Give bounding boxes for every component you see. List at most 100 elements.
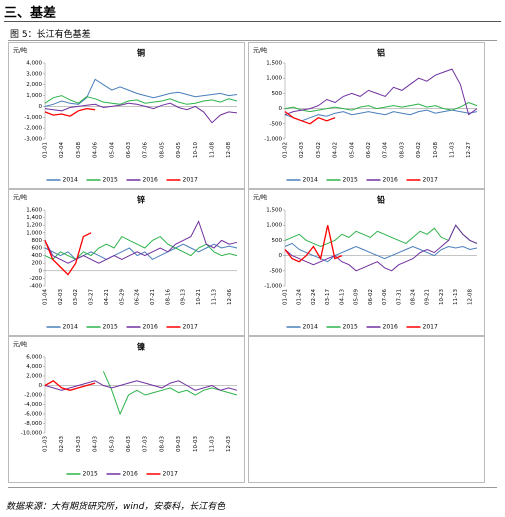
series-line [284,109,478,122]
y-axis-label: 元/吨 [13,194,27,202]
legend-label: 2016 [143,324,158,331]
x-tick-label: 03-08 [76,142,82,158]
x-tick-label: 07-03 [143,436,149,452]
y-axis-label: 元/吨 [253,47,267,55]
chart-panel: 镍 元/吨 -10,000 -8,000 -6,000 -4,000 -2,000 0 2,00… [8,336,245,483]
chart-title: 镍 [137,342,145,352]
x-tick-label: 09-02 [416,142,422,158]
y-tick-label: 500 [272,91,283,97]
x-tick-label: 07-04 [383,142,389,158]
legend-label: 2016 [383,324,398,331]
legend-label: 2014 [303,177,318,184]
x-tick-label: 12-08 [226,142,232,158]
x-tick-label: 09-13 [181,289,187,305]
x-tick-label: 07-31 [396,289,402,305]
x-tick-label: 01-03 [43,436,49,452]
legend-label: 2014 [63,324,78,331]
x-tick-label: 10-10 [193,142,199,158]
legend-label: 2016 [383,177,398,184]
figure-caption: 图 5：长江有色基差 [10,30,91,40]
chart-panel: 铅 元/吨 -1,000 -500 0 500 1,000 1,500 01-01 01-24 02… [248,189,485,336]
x-tick-label: 02-03 [58,289,64,305]
chart-title: 铅 [376,195,385,205]
series-line [44,235,238,261]
x-tick-label: 01-02 [283,142,289,158]
y-tick-label: 2,000 [26,374,42,380]
y-tick-label: 0 [39,104,43,110]
y-tick-label: 4,000 [26,61,42,67]
y-tick-label: -4,000 [24,402,42,408]
x-tick-label: 01-01 [283,289,289,305]
x-tick-label: 07-21 [150,289,156,305]
x-tick-label: 08-24 [411,289,417,305]
y-tick-label: -6,000 [24,412,42,418]
y-tick-label: -3,000 [24,137,42,143]
y-tick-label: 800 [32,238,43,244]
y-tick-label: 1,500 [266,208,282,214]
x-tick-label: 05-04 [349,142,355,158]
y-tick-label: 2,000 [26,82,42,88]
x-tick-label: 08-03 [159,436,165,452]
y-tick-label: 600 [32,246,43,252]
series-line [44,232,92,276]
x-tick-label: 08-03 [399,142,405,158]
x-tick-label: 05-29 [119,289,125,305]
legend-label: 2014 [63,177,78,184]
x-tick-label: 06-03 [126,142,132,158]
x-tick-label: 02-04 [59,142,65,158]
y-tick-label: -10,000 [21,431,43,437]
x-tick-label: 04-02 [333,142,339,158]
series-line [284,242,478,263]
source-note: 数据来源：大有期货研究所，wind，安泰科，长江有色 [6,502,226,512]
section-title: 三、基差 [4,6,57,21]
y-tick-label: 0 [39,268,43,274]
chart-title: 铜 [137,48,145,58]
series-line [44,380,238,391]
x-tick-label: 09-05 [176,142,182,158]
x-tick-label: 01-24 [297,289,303,305]
x-tick-label: 09-03 [176,436,182,452]
x-tick-label: 06-24 [135,289,141,305]
series-line [44,380,96,391]
series-line [44,102,238,124]
legend-label: 2017 [183,324,198,331]
x-tick-label: 08-16 [165,289,171,305]
x-tick-label: 01-01 [43,142,49,158]
chart-panel: 铜 元/吨 -3,000 -2,000 -1,000 0 1,000 2,000 3,000 4,… [8,42,245,189]
legend-label: 2017 [183,177,198,184]
rule [8,487,497,488]
x-tick-label: 06-02 [366,142,372,158]
y-tick-label: 1,000 [26,230,42,236]
x-tick-label: 12-03 [226,436,232,452]
x-tick-label: 02-24 [311,289,317,305]
x-tick-label: 03-17 [325,289,331,305]
x-tick-label: 05-09 [354,289,360,305]
y-tick-label: -1,000 [24,115,42,121]
y-tick-label: 1,500 [266,61,282,67]
y-tick-label: -2,000 [24,126,42,132]
x-tick-label: 03-02 [73,289,79,305]
y-tick-label: -400 [30,284,43,290]
y-tick-label: -1,000 [264,137,282,143]
x-tick-label: 04-03 [93,436,99,452]
series-line [284,101,478,113]
series-line [44,78,238,107]
legend-label: 2014 [303,324,318,331]
rule [4,21,501,22]
y-tick-label: 0 [279,106,283,112]
y-tick-label: -200 [30,276,43,282]
x-tick-label: 11-03 [209,436,215,452]
y-axis-label: 元/吨 [253,194,267,202]
y-axis-label: 元/吨 [13,341,27,349]
series-line [44,107,96,117]
x-tick-label: 05-04 [109,142,115,158]
x-tick-label: 03-27 [89,289,95,305]
x-tick-label: 10-03 [193,436,199,452]
legend-label: 2015 [103,177,118,184]
x-tick-label: 06-03 [126,436,132,452]
y-tick-label: 1,000 [266,76,282,82]
x-tick-label: 12-27 [466,142,472,158]
legend-label: 2017 [163,471,178,478]
